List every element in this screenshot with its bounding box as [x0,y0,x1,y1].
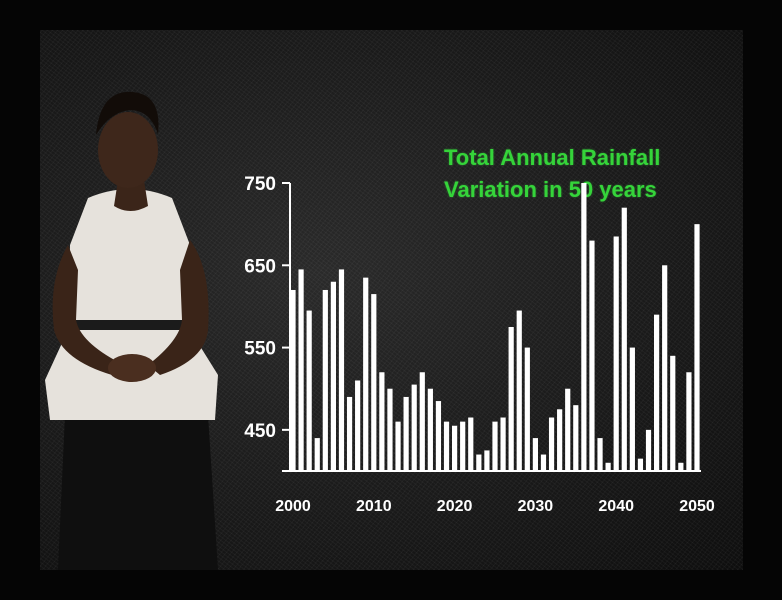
bar-2035 [573,405,579,471]
bar-2013 [395,421,401,471]
bar-2032 [548,417,555,471]
x-tick-labels: 2000 2010 2020 2030 2040 2050 [275,498,715,515]
bar-2020 [452,425,458,471]
bar-2002 [306,310,312,471]
x-tick-label: 2030 [518,498,554,515]
bar-2049 [686,372,692,471]
bar-2008 [355,380,361,471]
y-tick-label: 750 [244,174,276,195]
chart-axes [282,182,701,472]
bar-2016 [419,372,425,471]
bar-2046 [662,265,668,471]
bar-2012 [387,388,393,471]
y-tick-labels: 450 550 650 750 [244,174,276,442]
bar-2022 [468,417,474,471]
x-tick-label: 2050 [679,498,715,515]
bar-2048 [678,462,684,471]
bar-2021 [460,421,466,471]
bar-2006 [338,269,345,471]
bar-2036 [581,183,587,471]
bar-2029 [524,347,530,471]
chart-title-line-2: Variation in 50 years [444,177,657,202]
y-tick-label: 650 [244,256,276,277]
bar-2043 [637,458,644,471]
bar-2018 [435,401,442,471]
x-tick-label: 2000 [275,498,311,515]
bar-2031 [540,454,547,471]
video-frame: Total Annual Rainfall Variation in 50 ye… [40,30,743,570]
bar-2014 [403,396,409,471]
bar-2037 [589,240,595,471]
bar-2039 [605,462,611,471]
bar-2025 [492,421,498,471]
bar-2000 [290,289,296,471]
bar-2030 [532,438,538,471]
chart-title-line-1: Total Annual Rainfall [444,145,661,170]
bar-2010 [371,294,377,471]
bar-2034 [565,388,571,471]
bar-2050 [694,224,700,471]
x-tick-label: 2020 [437,498,473,515]
bar-2001 [298,269,304,471]
bar-2017 [427,388,433,471]
bar-2044 [645,429,652,471]
y-tick-label: 450 [244,421,276,442]
bar-2028 [516,310,522,471]
bar-2005 [330,281,336,471]
x-tick-label: 2010 [356,498,392,515]
bar-2007 [346,396,353,471]
bar-2041 [621,207,627,471]
bar-2038 [597,438,603,471]
bar-2040 [613,236,619,471]
bar-2003 [314,438,320,471]
bar-2033 [557,409,563,471]
x-tick-label: 2040 [598,498,634,515]
bar-2019 [443,421,450,471]
bar-2026 [500,417,506,471]
bar-2004 [322,289,328,471]
bar-series [290,183,700,471]
bar-2027 [508,327,514,471]
bar-2047 [670,355,676,471]
rainfall-bar-chart: 450 550 650 750 2000 2010 2020 2030 2040 2050 [244,174,715,515]
bar-2042 [629,347,635,471]
bar-2009 [363,277,369,471]
bar-2023 [476,454,482,471]
y-tick-label: 550 [244,339,276,360]
bar-2024 [484,450,490,471]
chart-title: Total Annual Rainfall Variation in 50 ye… [444,142,660,206]
bar-2011 [379,372,385,471]
bar-2045 [654,314,660,471]
presenter-figure [45,91,218,570]
bar-2015 [411,384,417,471]
